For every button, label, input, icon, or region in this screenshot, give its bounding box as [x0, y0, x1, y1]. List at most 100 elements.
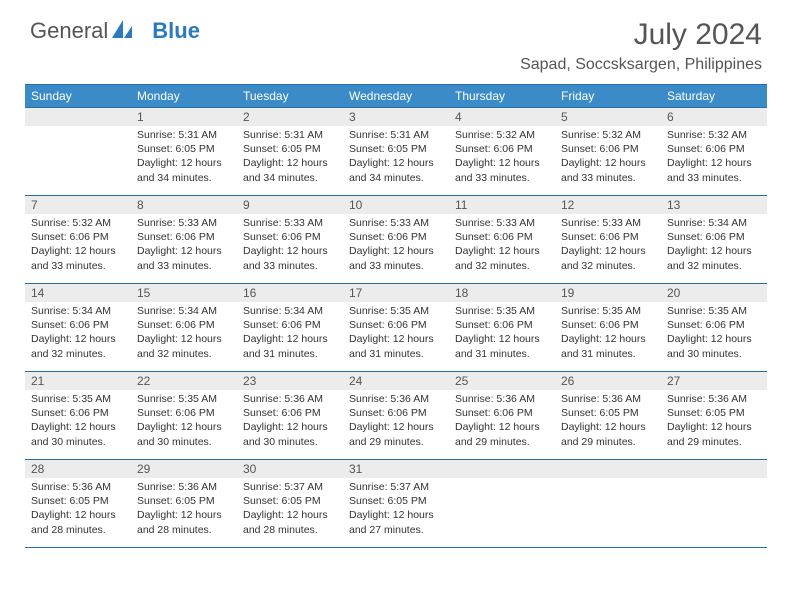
calendar-week-row: 7Sunrise: 5:32 AMSunset: 6:06 PMDaylight…	[25, 196, 767, 284]
day-details: Sunrise: 5:35 AMSunset: 6:06 PMDaylight:…	[661, 302, 767, 365]
day-header: Saturday	[661, 85, 767, 108]
calendar-day-cell: 15Sunrise: 5:34 AMSunset: 6:06 PMDayligh…	[131, 284, 237, 372]
day-number: 21	[25, 372, 131, 390]
day-number	[661, 460, 767, 478]
day-details: Sunrise: 5:32 AMSunset: 6:06 PMDaylight:…	[449, 126, 555, 189]
calendar-day-cell: 30Sunrise: 5:37 AMSunset: 6:05 PMDayligh…	[237, 460, 343, 548]
day-details: Sunrise: 5:32 AMSunset: 6:06 PMDaylight:…	[661, 126, 767, 189]
calendar-day-cell: 14Sunrise: 5:34 AMSunset: 6:06 PMDayligh…	[25, 284, 131, 372]
day-number: 1	[131, 108, 237, 126]
calendar-day-cell	[555, 460, 661, 548]
calendar-day-cell: 4Sunrise: 5:32 AMSunset: 6:06 PMDaylight…	[449, 108, 555, 196]
day-details: Sunrise: 5:34 AMSunset: 6:06 PMDaylight:…	[661, 214, 767, 277]
day-number: 25	[449, 372, 555, 390]
day-details: Sunrise: 5:31 AMSunset: 6:05 PMDaylight:…	[343, 126, 449, 189]
calendar-day-cell: 17Sunrise: 5:35 AMSunset: 6:06 PMDayligh…	[343, 284, 449, 372]
day-details: Sunrise: 5:34 AMSunset: 6:06 PMDaylight:…	[25, 302, 131, 365]
calendar-day-cell: 6Sunrise: 5:32 AMSunset: 6:06 PMDaylight…	[661, 108, 767, 196]
calendar-day-cell: 3Sunrise: 5:31 AMSunset: 6:05 PMDaylight…	[343, 108, 449, 196]
calendar-day-cell	[449, 460, 555, 548]
day-details: Sunrise: 5:37 AMSunset: 6:05 PMDaylight:…	[343, 478, 449, 541]
day-details: Sunrise: 5:37 AMSunset: 6:05 PMDaylight:…	[237, 478, 343, 541]
day-header: Monday	[131, 85, 237, 108]
day-number: 27	[661, 372, 767, 390]
logo-word1: General	[30, 18, 108, 44]
day-number: 10	[343, 196, 449, 214]
day-number	[25, 108, 131, 126]
day-details: Sunrise: 5:31 AMSunset: 6:05 PMDaylight:…	[237, 126, 343, 189]
day-header: Thursday	[449, 85, 555, 108]
day-details: Sunrise: 5:34 AMSunset: 6:06 PMDaylight:…	[131, 302, 237, 365]
day-number: 5	[555, 108, 661, 126]
calendar-day-cell: 16Sunrise: 5:34 AMSunset: 6:06 PMDayligh…	[237, 284, 343, 372]
calendar-week-row: 1Sunrise: 5:31 AMSunset: 6:05 PMDaylight…	[25, 108, 767, 196]
day-details: Sunrise: 5:36 AMSunset: 6:05 PMDaylight:…	[25, 478, 131, 541]
day-details: Sunrise: 5:35 AMSunset: 6:06 PMDaylight:…	[131, 390, 237, 453]
calendar-day-cell: 18Sunrise: 5:35 AMSunset: 6:06 PMDayligh…	[449, 284, 555, 372]
day-details: Sunrise: 5:33 AMSunset: 6:06 PMDaylight:…	[449, 214, 555, 277]
calendar-day-cell: 26Sunrise: 5:36 AMSunset: 6:05 PMDayligh…	[555, 372, 661, 460]
logo-word2: Blue	[152, 18, 200, 44]
day-details: Sunrise: 5:36 AMSunset: 6:05 PMDaylight:…	[661, 390, 767, 453]
day-number: 3	[343, 108, 449, 126]
day-details: Sunrise: 5:36 AMSunset: 6:05 PMDaylight:…	[555, 390, 661, 453]
day-number: 15	[131, 284, 237, 302]
day-number: 30	[237, 460, 343, 478]
day-number: 14	[25, 284, 131, 302]
calendar-day-cell: 8Sunrise: 5:33 AMSunset: 6:06 PMDaylight…	[131, 196, 237, 284]
calendar-day-cell: 28Sunrise: 5:36 AMSunset: 6:05 PMDayligh…	[25, 460, 131, 548]
calendar-day-cell: 25Sunrise: 5:36 AMSunset: 6:06 PMDayligh…	[449, 372, 555, 460]
calendar-day-cell: 2Sunrise: 5:31 AMSunset: 6:05 PMDaylight…	[237, 108, 343, 196]
day-header: Sunday	[25, 85, 131, 108]
calendar-week-row: 14Sunrise: 5:34 AMSunset: 6:06 PMDayligh…	[25, 284, 767, 372]
day-number: 31	[343, 460, 449, 478]
day-details: Sunrise: 5:36 AMSunset: 6:06 PMDaylight:…	[237, 390, 343, 453]
calendar-day-cell: 19Sunrise: 5:35 AMSunset: 6:06 PMDayligh…	[555, 284, 661, 372]
day-details: Sunrise: 5:36 AMSunset: 6:06 PMDaylight:…	[449, 390, 555, 453]
calendar-day-cell: 21Sunrise: 5:35 AMSunset: 6:06 PMDayligh…	[25, 372, 131, 460]
day-number: 13	[661, 196, 767, 214]
day-number: 28	[25, 460, 131, 478]
day-number: 26	[555, 372, 661, 390]
day-number: 4	[449, 108, 555, 126]
day-header: Friday	[555, 85, 661, 108]
calendar-day-cell: 24Sunrise: 5:36 AMSunset: 6:06 PMDayligh…	[343, 372, 449, 460]
day-details: Sunrise: 5:34 AMSunset: 6:06 PMDaylight:…	[237, 302, 343, 365]
month-title: July 2024	[520, 18, 762, 52]
calendar-day-cell: 23Sunrise: 5:36 AMSunset: 6:06 PMDayligh…	[237, 372, 343, 460]
day-details: Sunrise: 5:33 AMSunset: 6:06 PMDaylight:…	[555, 214, 661, 277]
calendar-week-row: 28Sunrise: 5:36 AMSunset: 6:05 PMDayligh…	[25, 460, 767, 548]
day-details: Sunrise: 5:36 AMSunset: 6:05 PMDaylight:…	[131, 478, 237, 541]
day-number: 18	[449, 284, 555, 302]
logo-sail-icon	[112, 18, 134, 44]
day-number: 29	[131, 460, 237, 478]
day-details: Sunrise: 5:33 AMSunset: 6:06 PMDaylight:…	[343, 214, 449, 277]
calendar-week-row: 21Sunrise: 5:35 AMSunset: 6:06 PMDayligh…	[25, 372, 767, 460]
calendar-day-cell	[661, 460, 767, 548]
day-number: 22	[131, 372, 237, 390]
title-block: July 2024 Sapad, Soccsksargen, Philippin…	[520, 18, 762, 74]
day-number: 19	[555, 284, 661, 302]
calendar-table: SundayMondayTuesdayWednesdayThursdayFrid…	[25, 84, 767, 548]
calendar-day-cell: 27Sunrise: 5:36 AMSunset: 6:05 PMDayligh…	[661, 372, 767, 460]
calendar-day-cell: 10Sunrise: 5:33 AMSunset: 6:06 PMDayligh…	[343, 196, 449, 284]
day-details: Sunrise: 5:32 AMSunset: 6:06 PMDaylight:…	[555, 126, 661, 189]
calendar-day-cell: 20Sunrise: 5:35 AMSunset: 6:06 PMDayligh…	[661, 284, 767, 372]
calendar-day-cell: 22Sunrise: 5:35 AMSunset: 6:06 PMDayligh…	[131, 372, 237, 460]
calendar-day-cell: 31Sunrise: 5:37 AMSunset: 6:05 PMDayligh…	[343, 460, 449, 548]
day-number: 12	[555, 196, 661, 214]
day-number: 11	[449, 196, 555, 214]
day-number: 17	[343, 284, 449, 302]
day-number: 23	[237, 372, 343, 390]
day-number: 16	[237, 284, 343, 302]
day-details: Sunrise: 5:33 AMSunset: 6:06 PMDaylight:…	[237, 214, 343, 277]
day-header: Tuesday	[237, 85, 343, 108]
location-text: Sapad, Soccsksargen, Philippines	[520, 56, 762, 74]
day-number: 7	[25, 196, 131, 214]
calendar-day-cell: 12Sunrise: 5:33 AMSunset: 6:06 PMDayligh…	[555, 196, 661, 284]
day-number: 8	[131, 196, 237, 214]
calendar-day-cell: 13Sunrise: 5:34 AMSunset: 6:06 PMDayligh…	[661, 196, 767, 284]
logo: General Blue	[30, 18, 200, 44]
calendar-day-cell	[25, 108, 131, 196]
day-details: Sunrise: 5:31 AMSunset: 6:05 PMDaylight:…	[131, 126, 237, 189]
